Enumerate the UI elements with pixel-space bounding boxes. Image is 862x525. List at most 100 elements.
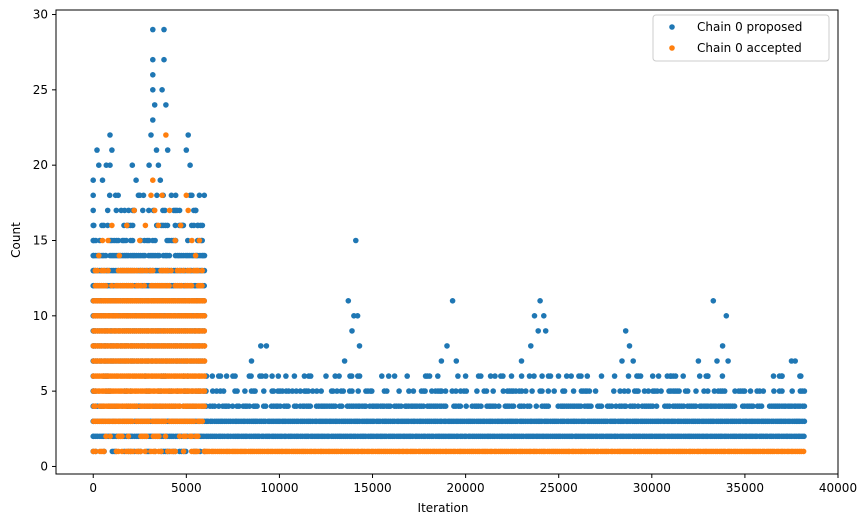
legend-label-proposed: Chain 0 proposed (697, 20, 802, 34)
data-point (172, 448, 178, 455)
y-axis-title: Count (9, 222, 23, 258)
data-point (684, 388, 691, 394)
data-point (611, 388, 617, 394)
data-point (309, 388, 316, 394)
data-point (161, 26, 167, 33)
legend-marker-proposed (669, 24, 675, 30)
data-point (621, 388, 628, 394)
data-point (563, 373, 570, 379)
data-point (217, 373, 224, 379)
data-point (384, 388, 390, 394)
data-point (356, 373, 363, 379)
data-point (391, 373, 398, 379)
data-point (693, 403, 699, 410)
data-point (453, 388, 459, 394)
data-point (140, 207, 146, 214)
data-point (191, 418, 197, 425)
data-point (270, 388, 277, 394)
data-point (142, 448, 148, 455)
data-point (155, 222, 162, 229)
data-point (199, 282, 205, 289)
data-point (291, 373, 298, 379)
data-point (105, 267, 111, 274)
data-point (760, 388, 767, 394)
data-point (103, 433, 109, 440)
data-point (478, 373, 484, 379)
data-point (723, 313, 730, 319)
data-point (150, 56, 156, 63)
data-point (192, 252, 199, 259)
data-point (387, 403, 394, 410)
data-point (172, 237, 178, 244)
data-point (156, 433, 162, 440)
data-point (537, 298, 543, 304)
data-point (201, 298, 207, 304)
y-tick-label: 5 (40, 384, 48, 398)
data-point (406, 388, 412, 394)
data-point (211, 403, 218, 410)
data-point (801, 403, 808, 410)
data-point (771, 388, 777, 394)
data-point (474, 388, 480, 394)
data-point (201, 403, 208, 410)
data-point (189, 192, 195, 199)
data-point (318, 388, 325, 394)
data-point (131, 207, 137, 214)
data-point (187, 162, 193, 168)
data-point (166, 282, 172, 289)
data-point (125, 207, 132, 214)
data-point (588, 403, 594, 410)
data-point (747, 388, 754, 394)
data-point (185, 237, 191, 244)
data-point (339, 403, 345, 410)
data-point (201, 388, 208, 394)
x-tick-label: 10000 (260, 481, 298, 495)
data-point (444, 343, 450, 349)
data-point (348, 373, 355, 379)
data-point (209, 373, 216, 379)
data-point (481, 388, 488, 394)
data-point (263, 373, 269, 379)
y-tick-label: 0 (40, 459, 48, 473)
data-point (254, 403, 260, 410)
data-point (586, 388, 593, 394)
data-point (168, 267, 174, 274)
data-point (148, 192, 154, 199)
data-point (143, 267, 150, 274)
data-point (714, 358, 720, 364)
data-point (150, 26, 156, 33)
data-point (635, 388, 641, 394)
data-point (779, 388, 785, 394)
data-point (649, 373, 656, 379)
data-point (622, 328, 629, 334)
data-point (113, 207, 120, 214)
data-point (305, 388, 312, 394)
data-point (307, 403, 314, 410)
data-point (133, 403, 140, 410)
data-point (711, 388, 718, 394)
data-point (518, 388, 525, 394)
data-point (172, 222, 179, 229)
data-point (137, 448, 144, 455)
data-point (230, 373, 236, 379)
data-point (119, 433, 125, 440)
data-point (183, 433, 189, 440)
x-tick-label: 20000 (447, 481, 485, 495)
data-point (90, 192, 96, 199)
data-point (426, 373, 433, 379)
data-point (248, 358, 255, 364)
data-point (680, 403, 687, 410)
data-point (225, 403, 232, 410)
data-point (500, 373, 506, 379)
data-point (518, 358, 525, 364)
data-point (653, 403, 660, 410)
data-point (592, 388, 599, 394)
data-point (201, 358, 208, 364)
data-point (442, 403, 449, 410)
data-point (578, 403, 584, 410)
data-point (750, 403, 756, 410)
data-point (151, 102, 158, 108)
data-point (510, 403, 517, 410)
data-point (667, 373, 674, 379)
